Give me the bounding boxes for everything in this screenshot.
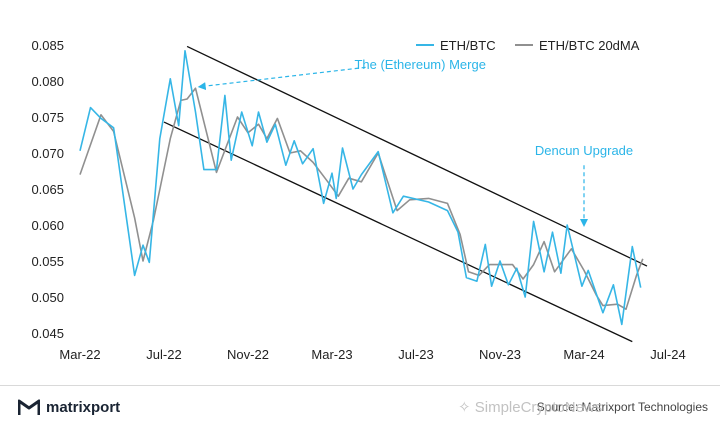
source-note: Source: Matrixport Technologies <box>536 400 708 414</box>
matrixport-logo-icon <box>18 399 40 415</box>
y-tick-label: 0.045 <box>31 326 64 341</box>
watermark-text: SimpleCryptoNews <box>474 399 603 416</box>
lower-channel-line <box>163 121 633 343</box>
chart-legend: ETH/BTC ETH/BTC 20dMA <box>416 38 640 53</box>
annotation-dencun-label: Dencun Upgrade <box>535 143 633 158</box>
x-tick-label: Mar-24 <box>563 347 604 362</box>
x-tick-label: Jul-24 <box>650 347 685 362</box>
x-tick-label: Mar-23 <box>311 347 352 362</box>
y-tick-label: 0.070 <box>31 146 64 161</box>
x-tick-label: Nov-23 <box>479 347 521 362</box>
eth-btc-20dma-series-line <box>79 87 644 311</box>
legend-eth-btc-20dma-label: ETH/BTC 20dMA <box>539 38 640 53</box>
x-tick-label: Jul-22 <box>146 347 181 362</box>
brand-logo: matrixport <box>18 398 120 416</box>
x-tick-label: Mar-22 <box>59 347 100 362</box>
watermark: ✧ SimpleCryptoNews <box>458 398 602 416</box>
annotation-merge-arrow <box>197 66 366 91</box>
y-tick-label: 0.080 <box>31 74 64 89</box>
footer-divider <box>0 385 720 386</box>
eth-btc-series-line <box>79 49 642 326</box>
chart-series <box>79 49 644 326</box>
y-tick-label: 0.075 <box>31 110 64 125</box>
annotation-merge-label: The (Ethereum) Merge <box>354 57 486 72</box>
y-tick-label: 0.065 <box>31 182 64 197</box>
y-tick-label: 0.055 <box>31 254 64 269</box>
y-tick-label: 0.050 <box>31 290 64 305</box>
chart-annotations: The (Ethereum) Merge Dencun Upgrade <box>197 57 633 227</box>
legend-eth-btc-label: ETH/BTC <box>440 38 496 53</box>
watermark-icon: ✧ <box>458 399 475 416</box>
x-tick-label: Nov-22 <box>227 347 269 362</box>
y-tick-label: 0.085 <box>31 38 64 53</box>
upper-channel-line <box>186 45 648 267</box>
x-axis: Mar-22 Jul-22 Nov-22 Mar-23 Jul-23 Nov-23 Mar-… <box>59 347 685 362</box>
brand-name: matrixport <box>46 398 121 416</box>
y-tick-label: 0.060 <box>31 218 64 233</box>
x-tick-label: Jul-23 <box>398 347 433 362</box>
trend-channel <box>163 45 648 343</box>
y-axis: 0.045 0.050 0.055 0.060 0.065 0.070 0.075 0.080… <box>31 38 64 341</box>
